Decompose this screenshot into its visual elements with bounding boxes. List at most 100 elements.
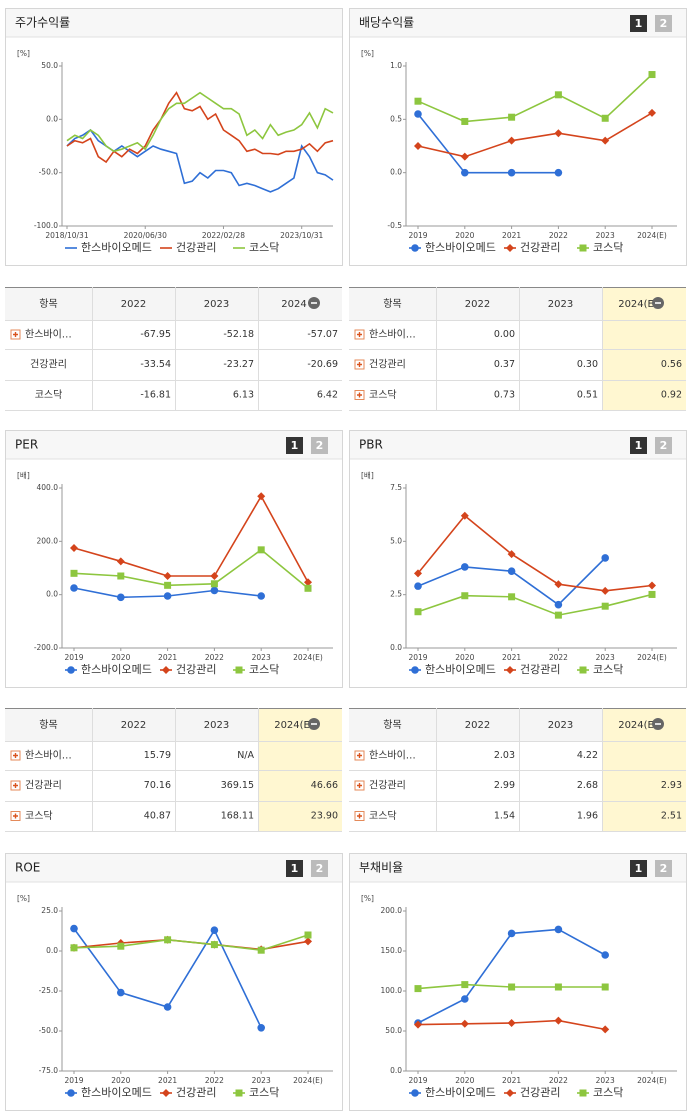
marker (507, 168, 516, 177)
expand-plus[interactable] (357, 392, 362, 398)
marker (507, 1019, 516, 1027)
x-tick-label: 2021 (158, 1076, 177, 1085)
series-line (417, 514, 653, 592)
y-tick-label: 200.0 (381, 906, 403, 915)
cell-value: 0.37 (494, 359, 515, 370)
expand-plus[interactable] (13, 753, 18, 758)
page-button-label[interactable]: 1 (291, 439, 299, 452)
x-tick-label: 2023 (252, 653, 271, 662)
column-header: 2024 (281, 299, 306, 310)
column-header: 2022 (465, 720, 490, 731)
y-tick-label: 25.0 (41, 906, 58, 915)
row-name: 코스닥 (35, 389, 63, 401)
expand-plus[interactable] (357, 362, 362, 367)
marker (414, 985, 422, 993)
x-tick-label: 2019 (408, 653, 427, 662)
cell-value: 4.22 (577, 750, 598, 761)
row-name: 한스바이… (25, 750, 72, 762)
page-button[interactable] (655, 437, 672, 454)
column-header: 2023 (548, 720, 573, 731)
x-tick-label: 2023 (252, 1076, 271, 1085)
legend-label: 건강관리 (176, 241, 216, 254)
page-button[interactable] (630, 860, 647, 877)
page-button-label[interactable]: 2 (316, 439, 324, 452)
x-tick-label: 2023/10/31 (280, 231, 323, 240)
page-button[interactable] (286, 437, 303, 454)
marker (461, 563, 469, 571)
legend-label: 한스바이오메드 (81, 241, 152, 254)
marker (554, 91, 562, 99)
page-button-label[interactable]: 2 (660, 439, 668, 452)
page-button[interactable] (311, 860, 328, 877)
expand-plus[interactable] (357, 753, 362, 758)
legend-marker (411, 244, 419, 252)
cell-value: 0.30 (577, 359, 598, 370)
x-tick-label: 2021 (158, 653, 177, 662)
page-button[interactable] (655, 15, 672, 32)
legend-label: 한스바이오메드 (81, 1086, 152, 1099)
marker (461, 981, 469, 989)
expand-plus[interactable] (13, 332, 18, 337)
page-button-label[interactable]: 1 (635, 862, 643, 875)
x-tick-label: 2020 (111, 653, 130, 662)
y-tick-label: 5.0 (390, 536, 402, 545)
expand-plus[interactable] (357, 783, 362, 788)
legend-label: 코스닥 (249, 663, 279, 676)
marker (601, 114, 609, 122)
page-button[interactable] (655, 860, 672, 877)
unit-label: [%] (17, 49, 30, 58)
panel-header (6, 9, 342, 37)
legend-marker (506, 666, 514, 674)
expand-plus[interactable] (13, 783, 18, 788)
marker (554, 600, 563, 609)
cell-value: 46.66 (311, 780, 338, 791)
x-tick-label: 2019 (64, 1076, 83, 1085)
page-button-label[interactable]: 2 (660, 862, 668, 875)
chart-title: PBR (359, 438, 383, 452)
page-button-label[interactable]: 1 (635, 17, 643, 30)
cell-value: 0.92 (661, 390, 682, 401)
marker (507, 550, 516, 559)
x-tick-label: 2024(E) (293, 653, 323, 662)
marker (554, 611, 562, 619)
x-tick-label: 2021 (502, 653, 521, 662)
unit-label: [배] (361, 471, 374, 480)
page-button[interactable] (630, 15, 647, 32)
y-tick-label: 150.0 (381, 946, 403, 955)
expand-plus[interactable] (357, 813, 362, 819)
legend-marker (411, 1089, 419, 1097)
y-tick-label: -50.0 (39, 168, 59, 177)
marker (648, 581, 656, 590)
chart-title: 주가수익률 (15, 16, 70, 30)
page-button[interactable] (311, 437, 328, 454)
marker (648, 71, 656, 79)
series-line (73, 934, 309, 952)
legend-label: 한스바이오메드 (425, 663, 496, 676)
page-button-label[interactable]: 2 (316, 862, 324, 875)
cell-value: -52.18 (223, 329, 254, 340)
y-tick-label: 200.0 (37, 536, 59, 545)
page-button-label[interactable]: 1 (635, 439, 643, 452)
column-header: 항목 (39, 719, 57, 731)
marker (648, 108, 656, 117)
page-button[interactable] (630, 437, 647, 454)
page-button-label[interactable]: 2 (660, 17, 668, 30)
legend-marker (579, 244, 587, 252)
row-name: 한스바이… (25, 329, 72, 341)
expand-plus[interactable] (357, 332, 362, 337)
expand-plus[interactable] (13, 813, 18, 819)
marker (164, 936, 172, 944)
y-tick-label: 0.0 (46, 114, 58, 123)
marker (507, 136, 516, 145)
y-tick-label: -75.0 (39, 1066, 59, 1075)
page-button-label[interactable]: 1 (291, 862, 299, 875)
marker (117, 593, 125, 602)
column-header: 항목 (39, 298, 57, 310)
y-tick-label: 50.0 (41, 61, 58, 70)
page-button[interactable] (286, 860, 303, 877)
highlight-col (258, 708, 342, 831)
marker (116, 557, 125, 566)
marker (257, 492, 266, 501)
y-tick-label: -100.0 (34, 221, 58, 230)
